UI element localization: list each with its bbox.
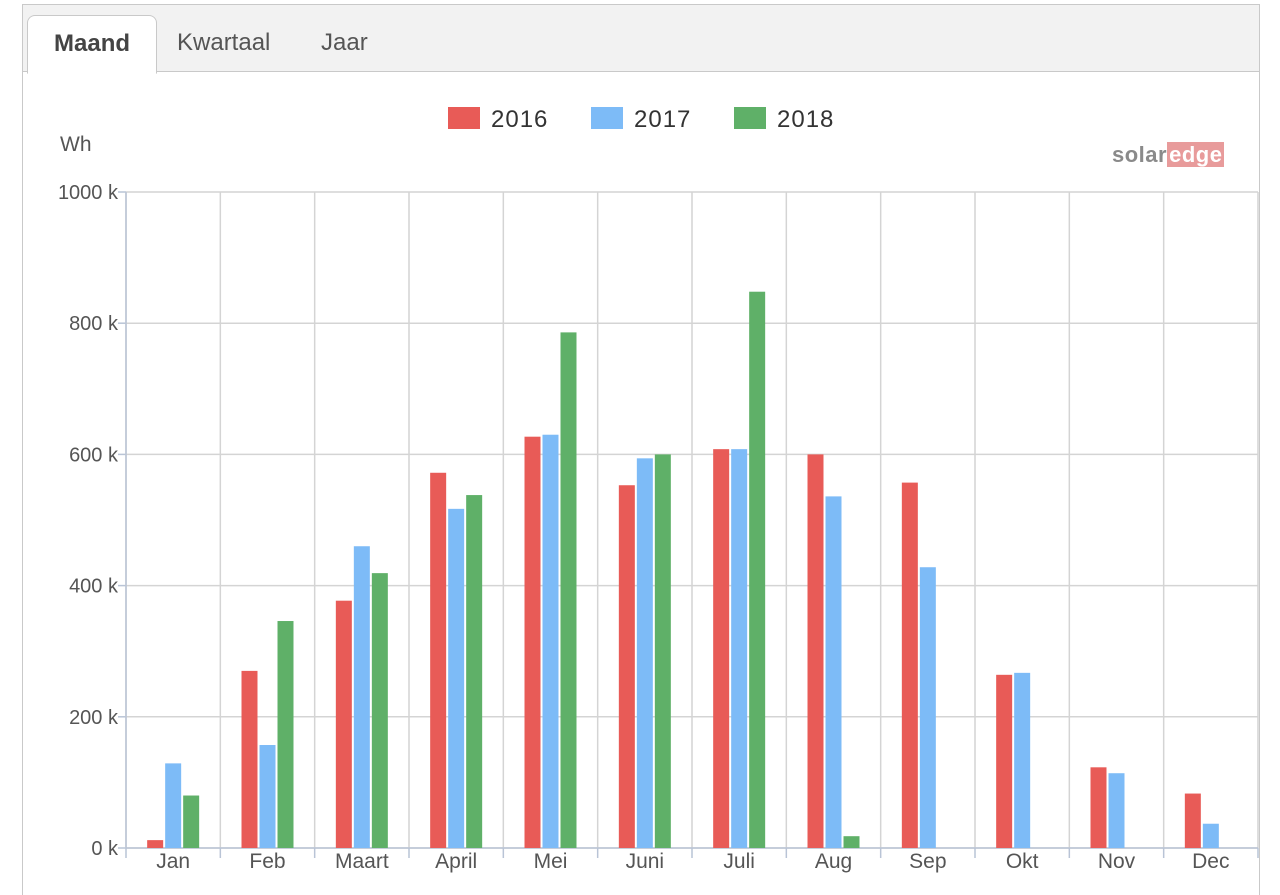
tab-jaar[interactable]: Jaar — [321, 29, 368, 56]
y-axis-label: Wh — [60, 133, 92, 156]
bar-2017-feb — [259, 745, 276, 848]
bar-2016-nov — [1090, 767, 1107, 848]
legend-swatch-2016 — [448, 107, 480, 129]
x-tick-label: Mei — [534, 850, 568, 873]
legend-swatch-2018 — [734, 107, 766, 129]
bar-2016-okt — [996, 674, 1013, 848]
tab-maand[interactable]: Maand — [27, 15, 158, 74]
x-tick-label: Nov — [1098, 850, 1136, 873]
legend-label-2018: 2018 — [777, 106, 834, 133]
bar-2018-aug — [843, 836, 860, 848]
y-tick-label: 1000 k — [58, 182, 119, 204]
legend-swatch-2017 — [591, 107, 623, 129]
bar-2017-okt — [1014, 672, 1031, 848]
bar-2017-sep — [919, 567, 936, 848]
bar-2017-dec — [1202, 823, 1219, 848]
bar-2016-maart — [335, 600, 352, 848]
bar-2017-april — [448, 508, 465, 848]
bar-2017-nov — [1108, 773, 1125, 848]
bar-2018-april — [466, 495, 483, 848]
bar-2016-juli — [713, 449, 730, 848]
bar-2017-mei — [542, 434, 559, 848]
x-tick-label: Okt — [1006, 850, 1039, 873]
x-tick-label: Aug — [815, 850, 852, 873]
bar-2017-maart — [353, 546, 370, 848]
bar-2016-dec — [1184, 793, 1201, 848]
bar-2018-jan — [183, 795, 200, 848]
legend-label-2017: 2017 — [634, 106, 691, 133]
bar-2017-juni — [636, 458, 653, 848]
tab-kwartaal[interactable]: Kwartaal — [177, 29, 271, 56]
logo-text-edge: edge — [1167, 142, 1225, 167]
bar-2016-aug — [807, 454, 824, 848]
top-strip — [0, 0, 1280, 5]
bar-2018-mei — [560, 332, 577, 848]
x-tick-label: April — [435, 850, 477, 873]
x-tick-label: Maart — [335, 850, 389, 873]
bar-2018-juli — [749, 291, 766, 848]
period-tabbar: Maand Kwartaal Jaar — [23, 5, 1259, 74]
bar-2018-maart — [371, 573, 388, 848]
x-tick-label: Jan — [156, 850, 190, 873]
bar-2016-sep — [901, 482, 918, 848]
bar-2016-jan — [147, 840, 164, 848]
x-tick-label: Juli — [723, 850, 755, 873]
x-tick-label: Juni — [626, 850, 665, 873]
bar-2018-juni — [654, 454, 671, 848]
logo-text-solar: solar — [1112, 142, 1168, 167]
bar-2016-mei — [524, 436, 541, 848]
y-tick-label: 800 k — [69, 313, 119, 335]
x-tick-label: Dec — [1192, 850, 1229, 873]
bar-2016-feb — [241, 670, 258, 848]
bar-2017-aug — [825, 496, 842, 848]
y-tick-label: 0 k — [91, 838, 119, 860]
bar-2018-feb — [277, 621, 294, 848]
x-tick-label: Sep — [909, 850, 946, 873]
bar-2017-jan — [165, 763, 182, 848]
x-tick-label: Feb — [249, 850, 285, 873]
solaredge-logo: solaredge — [1112, 142, 1225, 168]
y-tick-label: 200 k — [69, 707, 119, 729]
y-tick-label: 600 k — [69, 444, 119, 466]
y-tick-label: 400 k — [69, 576, 119, 598]
bar-2017-juli — [731, 449, 748, 848]
legend-label-2016: 2016 — [491, 106, 548, 133]
bar-2016-juni — [618, 485, 635, 848]
bar-2016-april — [430, 472, 447, 848]
